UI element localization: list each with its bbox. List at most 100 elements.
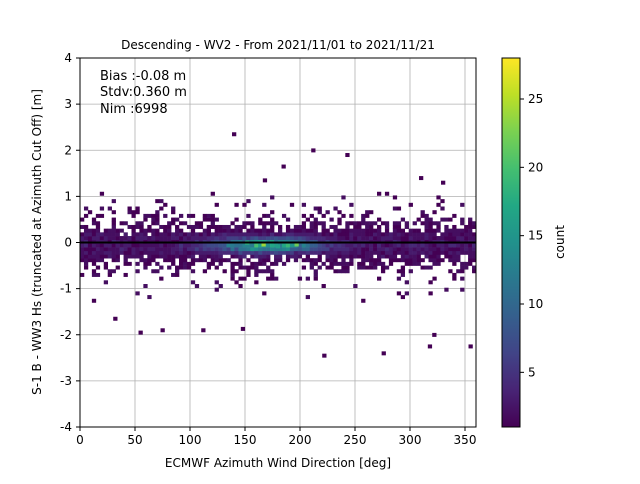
heatmap-bin (412, 221, 417, 226)
heatmap-bin (234, 250, 239, 255)
heatmap-bin (80, 250, 85, 255)
heatmap-bin (349, 221, 354, 226)
heatmap-bin (305, 247, 310, 252)
heatmap-bin (428, 243, 433, 248)
heatmap-bin (91, 250, 97, 255)
y-axis-ticks: -4 -3 -2 -1 0 1 2 3 4 (60, 51, 80, 434)
heatmap-bin (345, 247, 350, 252)
heatmap-bin (91, 243, 97, 248)
heatmap-bin (337, 210, 342, 215)
heatmap-bin (179, 221, 184, 226)
heatmap-bin (428, 232, 433, 237)
heatmap-bin (365, 250, 370, 255)
heatmap-bin (329, 224, 334, 229)
heatmap-bin (127, 206, 132, 211)
heatmap-bin (190, 247, 196, 252)
heatmap-bin (361, 228, 366, 233)
heatmap-bin (281, 261, 287, 266)
heatmap-bin (400, 258, 406, 263)
heatmap-bin (396, 236, 402, 241)
heatmap-bin (202, 213, 208, 218)
heatmap-bin (190, 236, 196, 241)
heatmap-bin (115, 236, 120, 241)
heatmap-bin (218, 250, 223, 255)
heatmap-bin (313, 276, 318, 281)
heatmap-bin (380, 269, 386, 274)
heatmap-bin (317, 250, 322, 255)
x-tick-label: 250 (344, 433, 367, 447)
heatmap-bin (309, 228, 314, 233)
heatmap-bin (103, 232, 109, 237)
heatmap-bin (317, 265, 322, 270)
outlier-bin (113, 316, 118, 321)
heatmap-bin (416, 232, 421, 237)
y-tick-label: 0 (64, 236, 72, 250)
heatmap-bin (460, 265, 465, 270)
heatmap-bin (179, 236, 184, 241)
heatmap-bin (119, 250, 124, 255)
heatmap-bin (115, 232, 120, 237)
heatmap-bin (111, 269, 116, 274)
x-tick-label: 150 (234, 433, 257, 447)
heatmap-bin (456, 243, 461, 248)
heatmap-bin (452, 261, 457, 266)
heatmap-bin (206, 261, 211, 266)
heatmap-bin (353, 221, 358, 226)
heatmap-bin (436, 202, 441, 207)
heatmap-bin (337, 261, 342, 266)
heatmap-bin (333, 247, 338, 252)
heatmap-bin (472, 265, 477, 270)
heatmap-bin (353, 250, 358, 255)
heatmap-bin (99, 213, 105, 218)
heatmap-bin (281, 243, 287, 248)
heatmap-bin (357, 254, 362, 259)
heatmap-bin (369, 221, 374, 226)
heatmap-bin (388, 247, 394, 252)
heatmap-bin (246, 236, 251, 241)
heatmap-bin (242, 247, 247, 252)
heatmap-bin (305, 228, 310, 233)
heatmap-bin (468, 236, 473, 241)
heatmap-bin (230, 236, 235, 241)
heatmap-bin (305, 232, 310, 237)
heatmap-bin (468, 247, 473, 252)
heatmap-bin (87, 236, 93, 241)
heatmap-bin (91, 221, 97, 226)
heatmap-bin (396, 276, 402, 281)
heatmap-bin (278, 232, 283, 237)
heatmap-bin (238, 232, 243, 237)
heatmap-bin (369, 247, 374, 252)
heatmap-bin (182, 265, 188, 270)
heatmap-bin (111, 232, 116, 237)
heatmap-bin (242, 232, 247, 237)
heatmap-bin (123, 243, 128, 248)
heatmap-bin (99, 191, 105, 196)
heatmap-bin (246, 228, 251, 233)
heatmap-bin (266, 213, 271, 218)
heatmap-bin (293, 258, 299, 263)
heatmap-bin (452, 236, 457, 241)
heatmap-bin (313, 250, 318, 255)
heatmap-bin (159, 199, 164, 204)
heatmap-bin (115, 250, 120, 255)
heatmap-bin (131, 254, 136, 259)
heatmap-bin (448, 258, 453, 263)
heatmap-bin (210, 236, 215, 241)
heatmap-bin (396, 291, 402, 296)
heatmap-bin (95, 247, 101, 252)
heatmap-bin (214, 228, 219, 233)
x-tick-label: 350 (454, 433, 477, 447)
heatmap-bin (428, 221, 433, 226)
heatmap-bin (186, 250, 192, 255)
heatmap-bin (167, 250, 172, 255)
heatmap-bin (420, 210, 425, 215)
heatmap-bin (226, 258, 231, 263)
heatmap-bin (190, 254, 196, 259)
heatmap-bin (210, 224, 215, 229)
heatmap-bin (289, 202, 295, 207)
heatmap-bin (333, 243, 338, 248)
heatmap-bin (123, 236, 128, 241)
heatmap-bin (186, 224, 192, 229)
heatmap-bin (159, 247, 164, 252)
heatmap-bin (262, 202, 267, 207)
